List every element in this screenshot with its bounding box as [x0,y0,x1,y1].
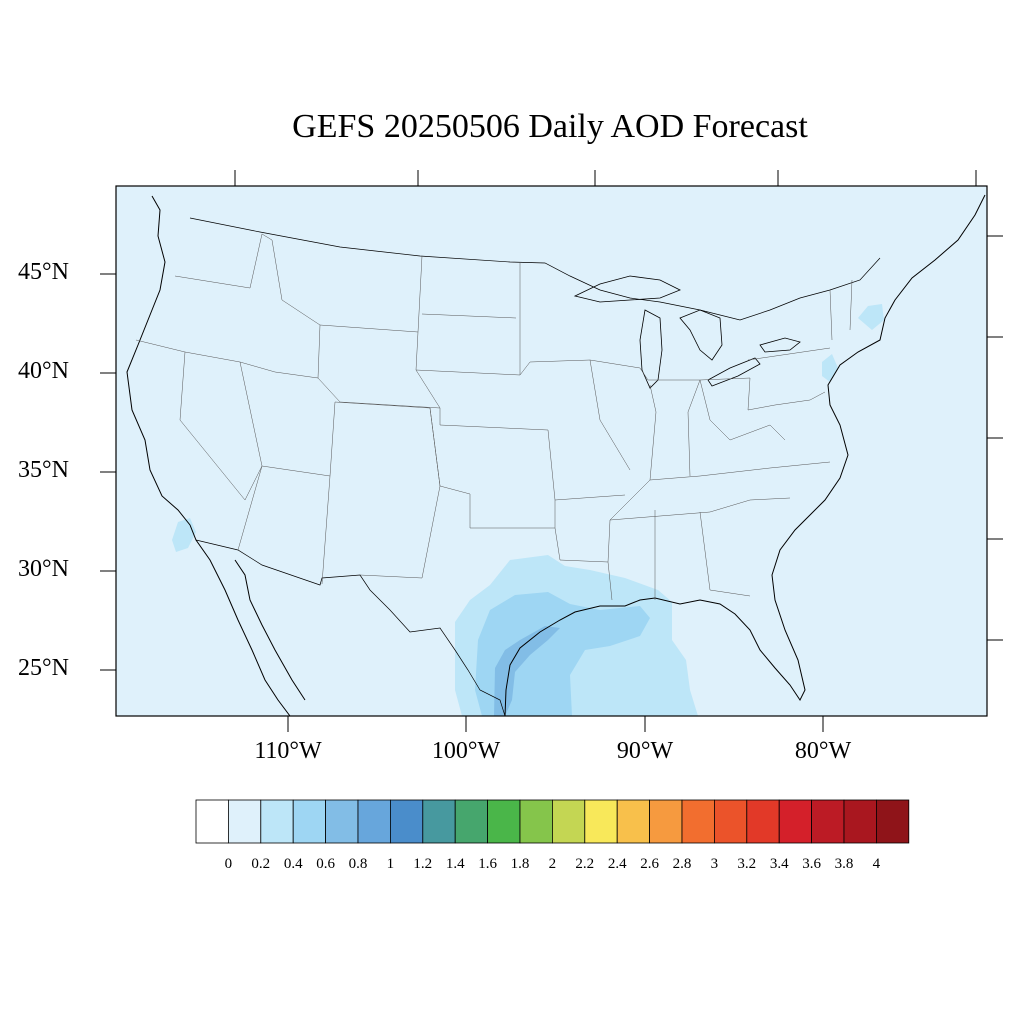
colorbar-swatch-6 [389,799,424,844]
lake-ontario [759,337,801,353]
colorbar [195,799,910,844]
colorbar-label-11: 2.2 [575,856,595,872]
colorbar-swatch-0 [195,799,229,844]
colorbar-swatch-13 [616,799,651,844]
colorbar-swatch-20 [843,799,877,844]
colorbar-label-16: 3.2 [737,856,757,872]
lat-label-45: 45°N [18,259,69,285]
map-ticks [100,170,1003,732]
colorbar-swatch-2 [260,799,294,844]
lon-label-100w: 100°W [431,738,501,764]
colorbar-label-1: 0.2 [251,856,271,872]
lat-label-40: 40°N [18,358,69,384]
colorbar-swatch-15 [681,799,715,844]
colorbar-swatch-21 [876,799,910,844]
colorbar-label-3: 0.6 [316,856,335,872]
colorbar-label-17: 3.4 [769,856,789,872]
aod-spot-california [172,518,196,552]
colorbar-label-9: 1.8 [510,856,530,872]
coastline [126,195,291,716]
colorbar-label-5: 1 [386,856,395,872]
colorbar-swatch-14 [649,799,683,844]
colorbar-label-2: 0.4 [283,856,303,872]
lon-label-110w: 110°W [254,738,322,764]
lat-label-30: 30°N [18,556,69,582]
colorbar-label-13: 2.6 [640,856,659,872]
colorbar-swatch-18 [778,799,813,844]
map-frame [115,185,988,717]
lake-michigan [639,309,663,389]
colorbar-label-4: 0.8 [348,856,368,872]
colorbar-label-14: 2.8 [672,856,692,872]
colorbar-swatch-4 [325,799,359,844]
colorbar-swatch-1 [227,799,262,844]
lat-label-25: 25°N [18,655,69,681]
lake-superior [573,275,681,303]
colorbar-swatch-11 [552,799,586,844]
aod-spot-newengland [858,304,884,330]
lat-label-35: 35°N [18,457,69,483]
lon-label-80w: 80°W [794,738,852,764]
lake-huron [679,309,723,361]
colorbar-swatch-5 [357,799,391,844]
colorbar-label-18: 3.6 [802,856,821,872]
colorbar-label-0: 0 [224,856,233,872]
aod-plume-level-0.6 [475,592,650,716]
colorbar-label-8: 1.6 [478,856,497,872]
gulf-coast [504,194,986,716]
colorbar-swatch-3 [292,799,327,844]
colorbar-swatch-8 [454,799,489,844]
aod-plume-level-0.8 [494,626,560,716]
map-title: GEFS 20250506 Daily AOD Forecast [292,108,808,145]
colorbar-label-6: 1.2 [413,856,433,872]
colorbar-swatch-17 [746,799,780,844]
lon-label-90w: 90°W [616,738,674,764]
mexico-border [195,539,506,716]
colorbar-label-12: 2.4 [607,856,627,872]
baja-coast [234,559,306,701]
colorbar-swatch-19 [811,799,845,844]
canada-border [189,217,881,321]
colorbar-swatch-7 [422,799,456,844]
colorbar-swatch-16 [714,799,748,844]
colorbar-label-7: 1.4 [445,856,465,872]
colorbar-swatch-9 [487,799,521,844]
colorbar-swatch-10 [519,799,553,844]
colorbar-label-10: 2 [548,856,557,872]
colorbar-label-19: 3.8 [834,856,854,872]
colorbar-label-20: 4 [872,856,881,872]
colorbar-label-15: 3 [710,856,719,872]
colorbar-swatch-12 [584,799,618,844]
state-boundaries [135,233,853,601]
lake-erie [707,357,761,387]
